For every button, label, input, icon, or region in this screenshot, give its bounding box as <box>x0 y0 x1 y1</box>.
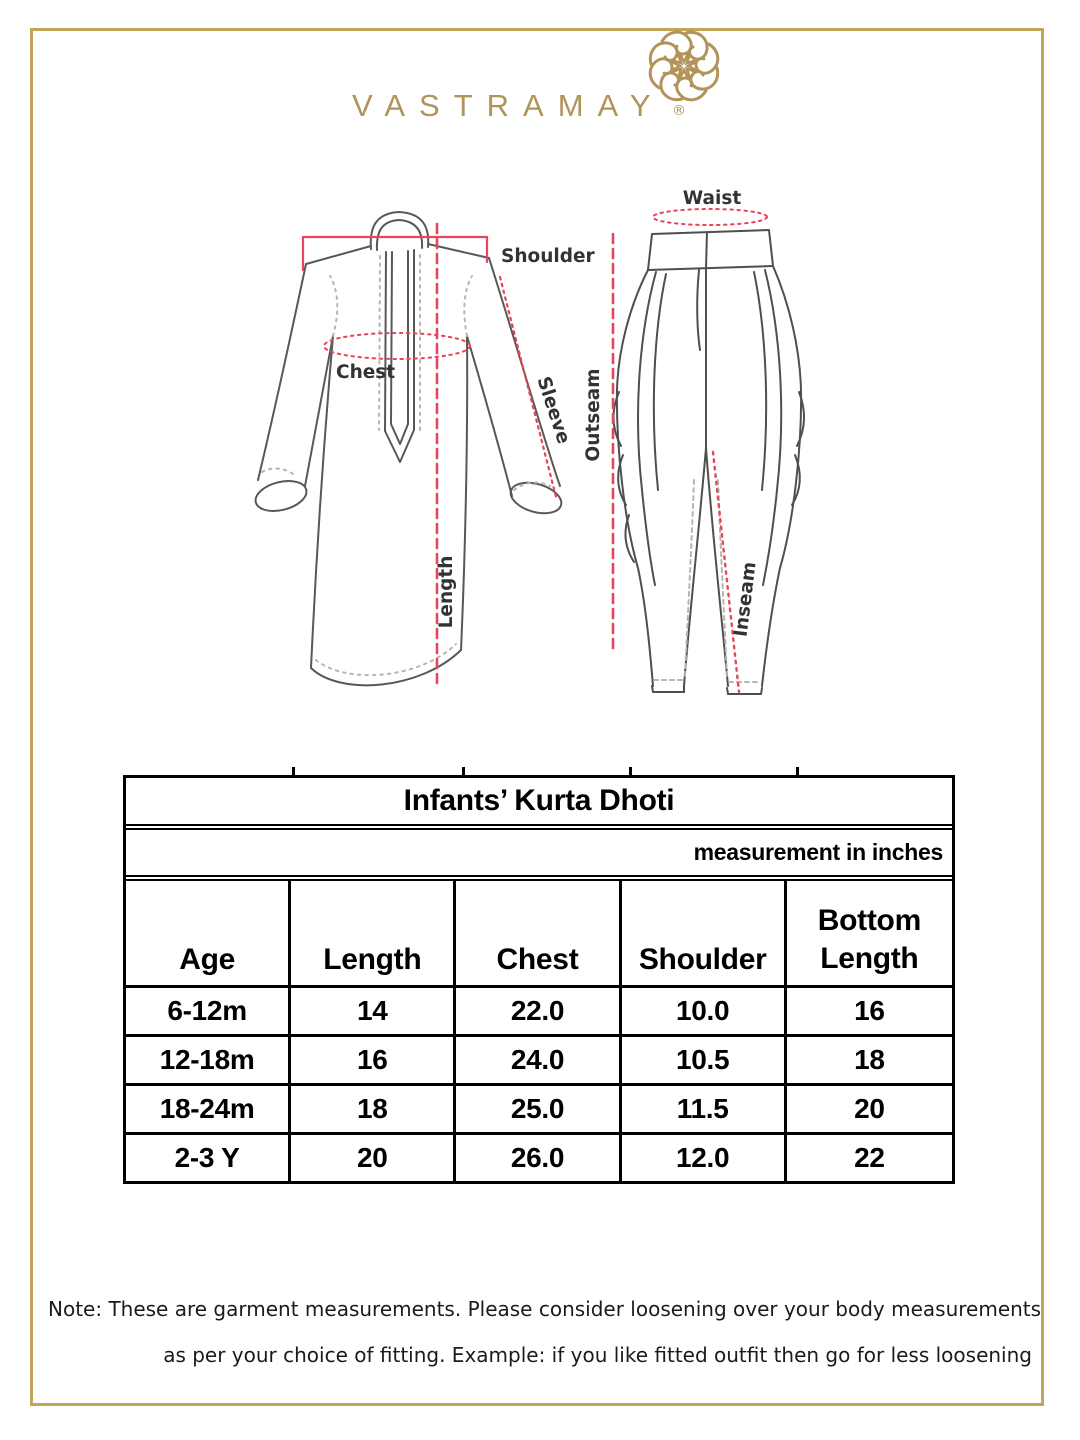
col-header-length: Length <box>291 881 457 988</box>
chest-cell: 25.0 <box>456 1086 622 1135</box>
registered-trademark-icon: ® <box>672 103 686 119</box>
table-edge-tick <box>292 767 295 776</box>
bottom-length-cell: 16 <box>786 988 952 1037</box>
chest-cell: 24.0 <box>456 1037 622 1086</box>
shoulder-cell: 10.0 <box>621 988 787 1037</box>
shoulder-cell: 12.0 <box>622 1135 787 1181</box>
table-edge-tick <box>629 767 632 776</box>
brand-ornament-icon <box>648 30 720 102</box>
shoulder-cell: 11.5 <box>621 1086 787 1135</box>
table-edge-tick <box>462 767 465 776</box>
sleeve-label: Sleeve <box>533 374 574 446</box>
table-row: 12-18m 16 24.0 10.5 18 <box>126 1037 952 1086</box>
garment-measurement-diagram: Shoulder Chest Sleeve Length Waist Outse… <box>254 188 805 695</box>
shoulder-cell: 10.5 <box>621 1037 787 1086</box>
note-line: Note: These are garment measurements. Pl… <box>48 1297 1042 1321</box>
age-cell: 18-24m <box>126 1086 292 1135</box>
bottom-length-cell: 18 <box>786 1037 952 1086</box>
age-cell: 12-18m <box>126 1037 292 1086</box>
table-row: 2-3 Y 20 26.0 12.0 22 <box>126 1135 952 1181</box>
outseam-label: Outseam <box>583 368 604 461</box>
length-cell: 16 <box>291 1037 457 1086</box>
table-edge-tick <box>796 767 799 776</box>
length-cell: 20 <box>291 1135 457 1181</box>
length-label: Length <box>436 556 457 629</box>
gold-border-frame <box>30 28 1044 1406</box>
shoulder-label: Shoulder <box>501 246 596 267</box>
chest-label: Chest <box>336 362 395 383</box>
col-header-bottom-length: Bottom Length <box>786 881 952 988</box>
kurta-seam-details <box>261 254 551 677</box>
measurement-lines <box>301 208 768 694</box>
col-header-chest: Chest <box>456 881 622 988</box>
size-chart-title: Infants’ Kurta Dhoti <box>126 778 952 830</box>
bottom-length-cell: 22 <box>854 1142 885 1173</box>
length-cell: 18 <box>291 1086 457 1135</box>
age-cell: 2-3 Y <box>126 1135 292 1181</box>
dhoti-seam-details <box>653 479 761 683</box>
col-header-shoulder: Shoulder <box>621 881 787 988</box>
table-row: 6-12m 14 22.0 10.0 16 <box>126 988 952 1037</box>
table-row: 18-24m 18 25.0 11.5 20 <box>126 1086 952 1135</box>
length-cell: 14 <box>291 988 457 1037</box>
size-chart-table: Infants’ Kurta Dhoti measurement in inch… <box>123 775 955 1184</box>
chest-cell: 26.0 <box>456 1135 622 1181</box>
brand-logo-text: VASTRAMAY <box>352 88 665 123</box>
inseam-label: Inseam <box>731 561 761 638</box>
kurta-outline <box>254 211 563 687</box>
unit-label: measurement in inches <box>126 830 952 881</box>
age-cell: 6-12m <box>126 988 292 1037</box>
chest-cell: 22.0 <box>456 988 622 1037</box>
measurement-note: Note: These are garment measurements. Pl… <box>48 1286 1042 1378</box>
col-header-age: Age <box>126 881 292 988</box>
note-line: as per your choice of fitting. Example: … <box>163 1343 1032 1367</box>
dhoti-outline <box>612 229 805 695</box>
bottom-length-cell: 20 <box>786 1086 952 1135</box>
waist-label: Waist <box>683 188 742 209</box>
